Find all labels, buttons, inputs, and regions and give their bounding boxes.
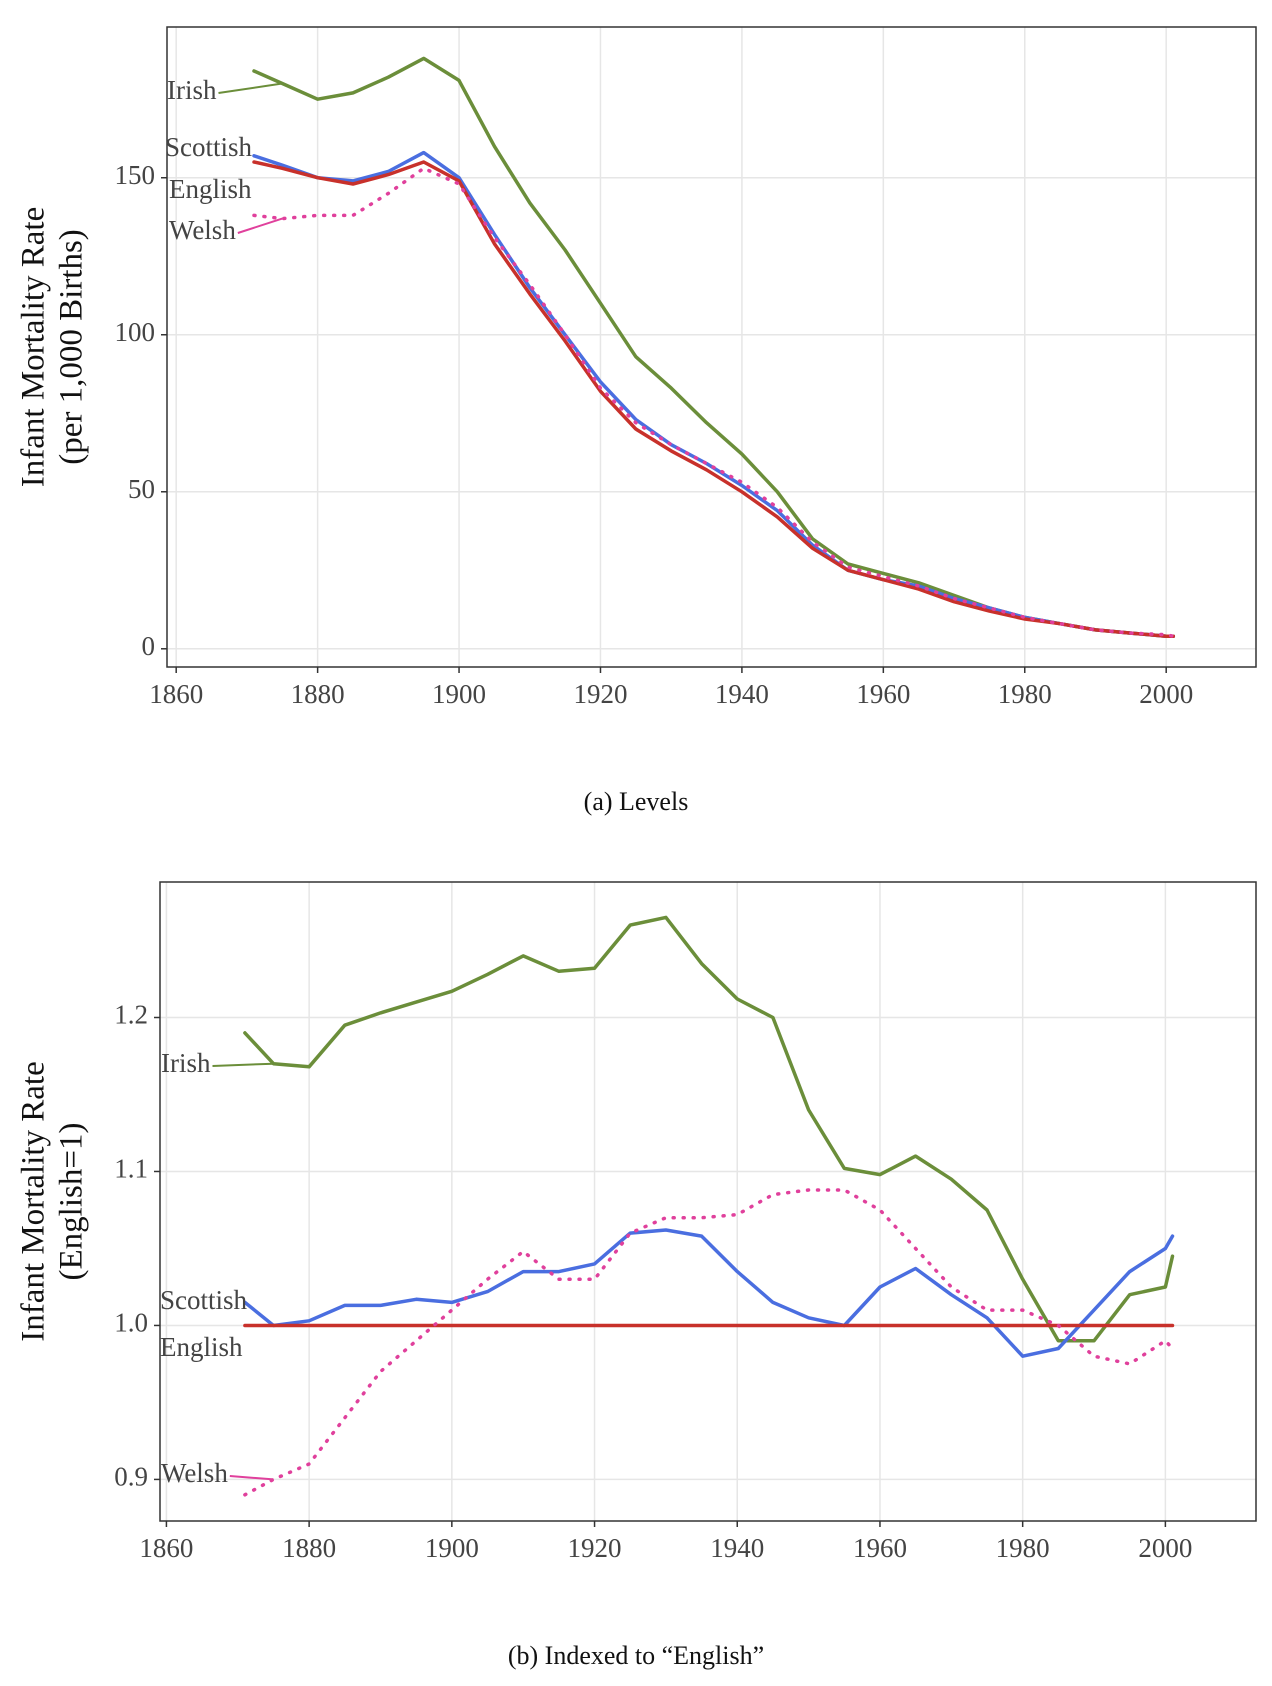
y-tick-label: 1.1 — [114, 1154, 148, 1184]
series-line — [243, 915, 1175, 1343]
series-line — [252, 160, 1176, 638]
plot-frame — [159, 881, 1257, 1522]
series-line — [243, 1228, 1175, 1358]
label-leader — [212, 1062, 274, 1067]
y-axis-title: (English=1) — [54, 1123, 90, 1281]
series-line — [252, 56, 1176, 638]
x-tick-label: 1920 — [568, 1533, 622, 1563]
label-leader — [237, 217, 283, 234]
series-line — [252, 150, 1176, 638]
x-tick-label: 1880 — [282, 1533, 336, 1563]
x-tick-label: 1860 — [139, 1533, 193, 1563]
y-axis-title: Infant Mortality Rate — [16, 207, 52, 487]
label-leader — [229, 1475, 274, 1481]
x-tick-label: 1980 — [998, 679, 1052, 709]
y-tick-label: 0 — [142, 631, 156, 661]
plot-frame — [166, 26, 1257, 668]
series-label: Irish — [167, 75, 217, 105]
series-label: Scottish — [160, 1285, 248, 1315]
caption: (a) Levels — [584, 787, 689, 816]
series-label: Welsh — [169, 215, 236, 245]
series-line — [252, 166, 1176, 638]
series-label: Scottish — [165, 132, 253, 162]
series-label: English — [169, 174, 252, 204]
y-tick-label: 100 — [115, 317, 156, 347]
y-tick-label: 150 — [115, 160, 156, 190]
x-tick-label: 2000 — [1138, 1533, 1192, 1563]
y-tick-label: 50 — [128, 474, 155, 504]
series-label: Irish — [161, 1048, 211, 1078]
x-tick-label: 1960 — [853, 1533, 907, 1563]
caption: (b) Indexed to “English” — [508, 1641, 764, 1670]
x-tick-label: 1940 — [715, 679, 769, 709]
x-tick-label: 1860 — [149, 679, 203, 709]
x-tick-label: 1880 — [291, 679, 345, 709]
series-line — [243, 1188, 1175, 1497]
x-tick-label: 1920 — [573, 679, 627, 709]
x-tick-label: 2000 — [1139, 679, 1193, 709]
y-tick-label: 1.0 — [114, 1308, 148, 1338]
y-axis-title: (per 1,000 Births) — [54, 229, 90, 465]
x-tick-label: 1960 — [856, 679, 910, 709]
x-tick-label: 1940 — [710, 1533, 764, 1563]
y-tick-label: 0.9 — [114, 1462, 148, 1492]
x-tick-label: 1900 — [432, 679, 486, 709]
series-label: English — [160, 1332, 243, 1362]
y-axis-title: Infant Mortality Rate — [16, 1061, 52, 1341]
label-leader — [218, 82, 283, 94]
series-label: Welsh — [161, 1458, 228, 1488]
x-tick-label: 1900 — [425, 1533, 479, 1563]
x-tick-label: 1980 — [996, 1533, 1050, 1563]
y-tick-label: 1.2 — [114, 1000, 148, 1030]
